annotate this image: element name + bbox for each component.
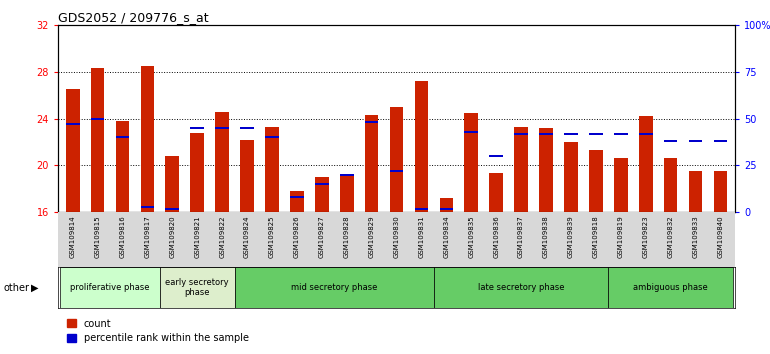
Bar [116,121,129,212]
Bar [589,132,603,135]
Bar [265,136,279,138]
Text: GSM109838: GSM109838 [543,215,549,258]
Bar [235,267,434,308]
Bar [434,267,608,308]
Bar [141,66,154,212]
Text: GSM109826: GSM109826 [294,215,300,258]
Bar [141,206,154,208]
Bar [440,207,454,210]
Bar [714,140,727,142]
Bar [91,118,105,120]
Bar [160,267,235,308]
Text: GDS2052 / 209776_s_at: GDS2052 / 209776_s_at [58,11,209,24]
Bar [464,131,478,133]
Bar [564,132,578,135]
Text: proliferative phase: proliferative phase [70,283,150,292]
Text: GSM109815: GSM109815 [95,215,101,258]
Bar [664,140,678,142]
Bar [66,89,79,212]
Bar [91,68,105,212]
Bar [240,140,254,212]
Bar [490,155,503,157]
Bar [216,127,229,129]
Text: ▶: ▶ [31,282,38,293]
Bar [340,175,353,212]
Bar [66,123,79,125]
Bar [315,183,329,185]
Bar [240,127,254,129]
Bar [166,156,179,212]
Bar [414,81,428,212]
Text: GSM109817: GSM109817 [145,215,150,258]
Legend: count, percentile rank within the sample: count, percentile rank within the sample [62,315,253,347]
Bar [340,174,353,176]
Bar [390,107,403,212]
Bar [539,128,553,212]
Text: other: other [4,282,30,293]
Bar [414,207,428,210]
Text: GSM109831: GSM109831 [418,215,424,258]
Bar [688,171,702,212]
Bar [390,170,403,172]
Bar [365,121,379,124]
Bar [589,150,603,212]
Bar [639,132,652,135]
Bar [365,115,379,212]
Text: GSM109828: GSM109828 [343,215,350,258]
Text: GSM109827: GSM109827 [319,215,325,258]
Bar [564,142,578,212]
Bar [116,136,129,138]
Bar [514,127,528,212]
Bar [60,267,160,308]
Text: GSM109822: GSM109822 [219,215,225,258]
Bar [315,177,329,212]
Text: early secretory
phase: early secretory phase [166,278,229,297]
Text: GSM109823: GSM109823 [643,215,648,258]
Text: GSM109814: GSM109814 [70,215,75,258]
Bar [714,171,727,212]
Bar [190,127,204,129]
Bar [514,132,528,135]
Bar [614,159,628,212]
Text: GSM109824: GSM109824 [244,215,250,258]
Text: GSM109825: GSM109825 [269,215,275,258]
Bar [216,112,229,212]
Bar [440,198,454,212]
Text: ambiguous phase: ambiguous phase [633,283,708,292]
Bar [166,207,179,210]
Text: GSM109835: GSM109835 [468,215,474,258]
Text: mid secretory phase: mid secretory phase [291,283,377,292]
Text: GSM109834: GSM109834 [444,215,450,258]
Text: GSM109821: GSM109821 [194,215,200,258]
Bar [608,267,733,308]
Bar [490,172,503,212]
Bar [688,140,702,142]
Bar [464,113,478,212]
Text: GSM109816: GSM109816 [119,215,126,258]
Bar [639,116,652,212]
Text: GSM109819: GSM109819 [618,215,624,258]
Bar [265,127,279,212]
Bar [614,132,628,135]
Bar [290,196,303,199]
Bar [539,132,553,135]
Text: GSM109832: GSM109832 [668,215,674,258]
Text: GSM109818: GSM109818 [593,215,599,258]
Text: GSM109840: GSM109840 [718,215,723,258]
Text: GSM109820: GSM109820 [169,215,176,258]
Text: GSM109837: GSM109837 [518,215,524,258]
Text: GSM109839: GSM109839 [568,215,574,258]
Text: GSM109833: GSM109833 [692,215,698,258]
Text: late secretory phase: late secretory phase [478,283,564,292]
Text: GSM109830: GSM109830 [393,215,400,258]
Text: GSM109829: GSM109829 [369,215,375,258]
Bar [664,159,678,212]
Bar [290,191,303,212]
Bar [190,133,204,212]
Text: GSM109836: GSM109836 [494,215,499,258]
